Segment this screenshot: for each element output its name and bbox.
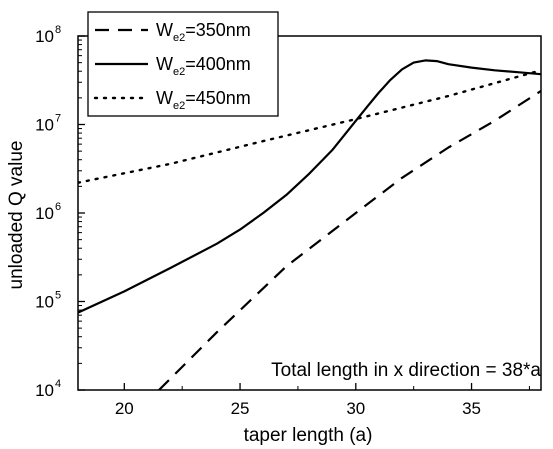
series-line-400nm	[78, 59, 541, 314]
chart-annotation: Total length in x direction = 38*a	[271, 360, 541, 381]
series-layer	[78, 59, 541, 390]
y-tick-exponent: 4	[55, 378, 61, 390]
legend-label: We2=350nm	[156, 20, 251, 44]
y-tick-label: 10	[35, 27, 54, 46]
y-tick-exponent: 8	[55, 24, 61, 36]
x-axis-title: taper length (a)	[244, 425, 373, 446]
legend-label: We2=400nm	[156, 54, 251, 78]
y-axis-title: unloaded Q value	[6, 141, 27, 290]
y-tick-label: 10	[35, 381, 54, 400]
y-tick-exponent: 5	[55, 290, 61, 302]
y-tick-exponent: 7	[55, 113, 61, 125]
x-tick-label: 25	[231, 399, 250, 418]
series-line-450nm	[78, 69, 541, 184]
series-line-350nm	[158, 89, 541, 390]
legend: We2=350nm We2=400nm We2=450nm	[87, 11, 279, 117]
y-tick-label: 10	[35, 204, 54, 223]
x-tick-label: 30	[346, 399, 365, 418]
y-tick-label: 10	[35, 293, 54, 312]
legend-label: We2=450nm	[156, 88, 251, 112]
x-tick-label: 20	[115, 399, 134, 418]
y-tick-exponent: 6	[55, 201, 61, 213]
y-tick-label: 10	[35, 116, 54, 135]
x-tick-label: 35	[462, 399, 481, 418]
